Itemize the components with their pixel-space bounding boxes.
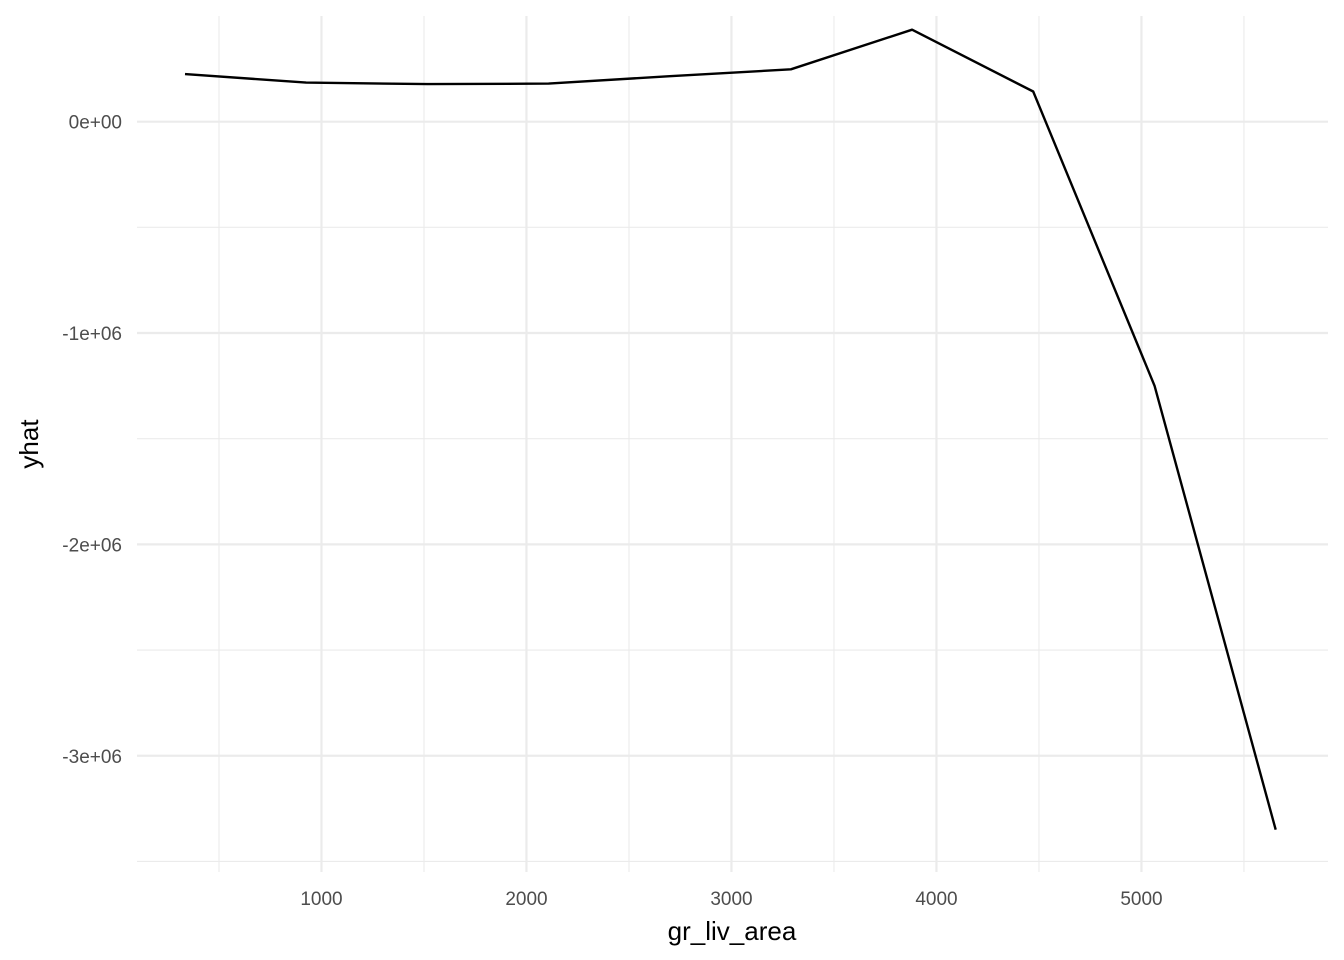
x-tick-label: 2000: [505, 889, 547, 910]
x-tick-label: 3000: [710, 889, 752, 910]
x-axis-title: gr_liv_area: [668, 916, 797, 946]
y-tick-label: -2e+06: [62, 535, 122, 556]
x-tick-label: 5000: [1120, 889, 1162, 910]
y-tick-label: -1e+06: [62, 324, 122, 345]
y-tick-label: 0e+00: [69, 113, 122, 134]
tick-labels: 1000 2000 3000 4000 5000 0e+00 -1e+06 -2e+06 -3e…: [62, 113, 1162, 910]
series-line: [184, 28, 1277, 831]
series: [184, 28, 1277, 831]
x-tick-label: 4000: [915, 889, 957, 910]
grid: [137, 16, 1328, 872]
y-axis-title: yhat: [14, 419, 44, 469]
x-tick-label: 1000: [300, 889, 342, 910]
y-tick-label: -3e+06: [62, 747, 122, 768]
